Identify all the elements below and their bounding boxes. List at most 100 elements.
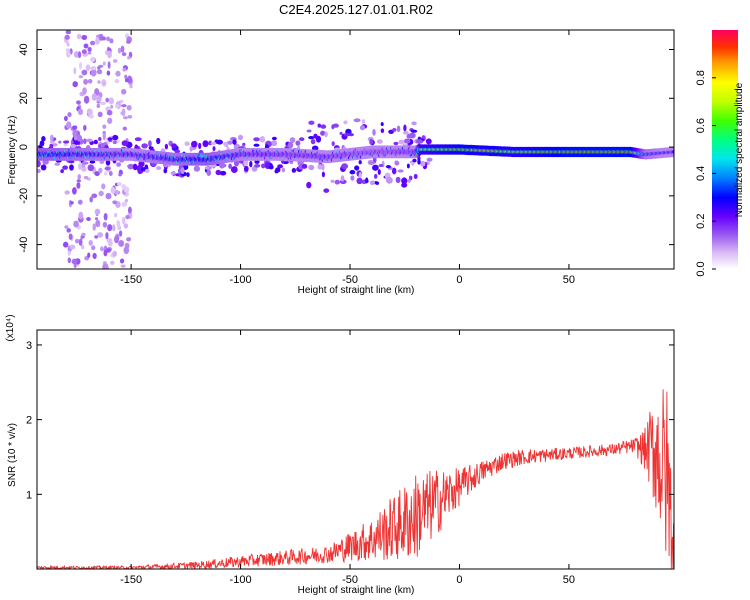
spectrogram-cell	[163, 168, 168, 174]
spectrogram-cell	[86, 216, 91, 222]
spectrogram-cell	[69, 244, 76, 250]
spectrogram-cell	[395, 176, 401, 184]
spectrogram-cell	[343, 133, 351, 137]
spectrogram-cell	[253, 143, 260, 147]
spectrogram-cell	[49, 134, 54, 141]
spectrogram-cell	[127, 55, 131, 60]
spectrogram-cell	[122, 67, 127, 72]
spectrogram-cell	[95, 37, 100, 45]
spectrogram-cell	[98, 167, 103, 174]
spectrogram-cell	[372, 164, 379, 171]
spectrogram-cell	[116, 162, 122, 167]
spectrogram-cell	[72, 129, 78, 138]
spectrogram-cell	[127, 206, 132, 214]
spectrogram-cell	[223, 141, 229, 147]
spectrogram-cell	[274, 169, 279, 174]
spectrogram-cell	[108, 171, 113, 176]
snr-panel: -150 -100 -50 0 50 1 2 3 Height of straight li…	[5, 314, 675, 596]
spectrogram-cell	[385, 176, 393, 184]
spectrogram-cell	[253, 137, 260, 142]
snr-y-ticks: 1 2 3	[26, 340, 674, 501]
spectrogram-cell	[98, 190, 104, 197]
spectrogram-cell	[310, 138, 316, 145]
spectrogram-cell	[94, 235, 99, 239]
spectrogram-cell	[106, 109, 113, 116]
spectrogram-cell	[330, 179, 335, 183]
spectrogram-cell	[104, 171, 108, 176]
spectrogram-cell	[101, 183, 106, 190]
spectrogram-cell	[72, 187, 77, 195]
spectrogram-cell	[412, 158, 417, 163]
spectrogram-cell	[73, 220, 79, 228]
spectrogram-cell	[398, 139, 405, 145]
spectrogram-cell	[76, 182, 81, 189]
x-tick-label: -50	[342, 574, 358, 586]
spectrogram-cell	[41, 135, 46, 142]
spectrogram-cell	[321, 171, 325, 178]
spectrogram-cell	[112, 250, 118, 257]
spectrogram-cell	[238, 160, 244, 164]
spectrogram-cell	[426, 157, 433, 162]
spectrogram-cell	[92, 252, 97, 259]
spectrogram-cell	[52, 143, 58, 147]
spectrogram-cell	[121, 108, 126, 117]
spectrogram-cell	[219, 170, 227, 176]
spectrogram-cell	[81, 232, 86, 237]
spectrogram-cell	[110, 260, 115, 265]
spectrogram-cell	[37, 168, 41, 173]
spectrogram-cell	[90, 56, 96, 63]
spectrogram-cell	[106, 70, 111, 76]
spectrogram-cell	[74, 238, 80, 244]
spectrogram-cell	[343, 120, 348, 125]
spectrogram-cell	[121, 104, 127, 108]
spectrogram-cell	[95, 219, 101, 228]
spectrogram-cell	[186, 172, 190, 178]
spectrogram-cell	[97, 111, 103, 118]
spectrogram-cell	[144, 168, 150, 173]
spectrogram-cell	[193, 165, 201, 172]
spectrogram-cell	[91, 245, 96, 251]
spectrogram-cell	[375, 181, 379, 185]
spectrogram-cell	[88, 239, 93, 246]
spectrogram-cell	[108, 240, 113, 247]
spectrogram-cell	[87, 51, 92, 55]
spectrogram-cell	[415, 139, 423, 144]
spectrogram-cell	[419, 160, 426, 167]
spectrogram-cell	[227, 140, 233, 145]
spectrogram-cell	[123, 223, 129, 229]
spectrogram-cell	[67, 250, 71, 256]
spectrogram-cell	[320, 130, 326, 136]
spectrogram-cell	[112, 140, 117, 145]
y-tick-label: 40	[18, 43, 30, 55]
spectrogram-cell	[103, 249, 108, 257]
spectrogram-cell	[391, 167, 397, 175]
spectrogram-cell	[270, 140, 278, 147]
spectrogram-cell	[331, 124, 335, 130]
spectrogram-cell	[114, 78, 120, 84]
spectrogram-cell	[107, 61, 111, 69]
spectrogram-cell	[76, 179, 82, 183]
spectrogram-cell	[289, 137, 296, 144]
spectrogram-cell	[408, 132, 416, 139]
spectrogram-cell	[339, 131, 343, 135]
spectrogram-cell	[121, 140, 129, 147]
spectrogram-cell	[320, 124, 327, 129]
spectrogram-cell	[64, 190, 70, 195]
spectrogram-cell	[64, 115, 68, 122]
spectrogram-cell	[114, 189, 119, 195]
y-tick-label: -40	[18, 237, 30, 253]
spectrogram-cell	[66, 41, 70, 47]
spectrogram-cell	[77, 199, 83, 205]
spectrogram-cell	[112, 134, 119, 141]
spectrogram-cell	[100, 246, 104, 252]
spectrogram-cell	[109, 38, 114, 44]
spectrogram-cells	[37, 30, 674, 269]
spectrogram-cell	[129, 84, 133, 89]
spectrogram-cell	[78, 51, 82, 59]
spectrogram-cell	[100, 101, 106, 106]
spectrogram-cell	[126, 40, 131, 44]
spectrogram-cell	[124, 78, 129, 83]
spectrogram-cell	[54, 162, 61, 166]
spectrogram-cell	[62, 241, 69, 248]
spectrogram-cell	[184, 141, 190, 147]
